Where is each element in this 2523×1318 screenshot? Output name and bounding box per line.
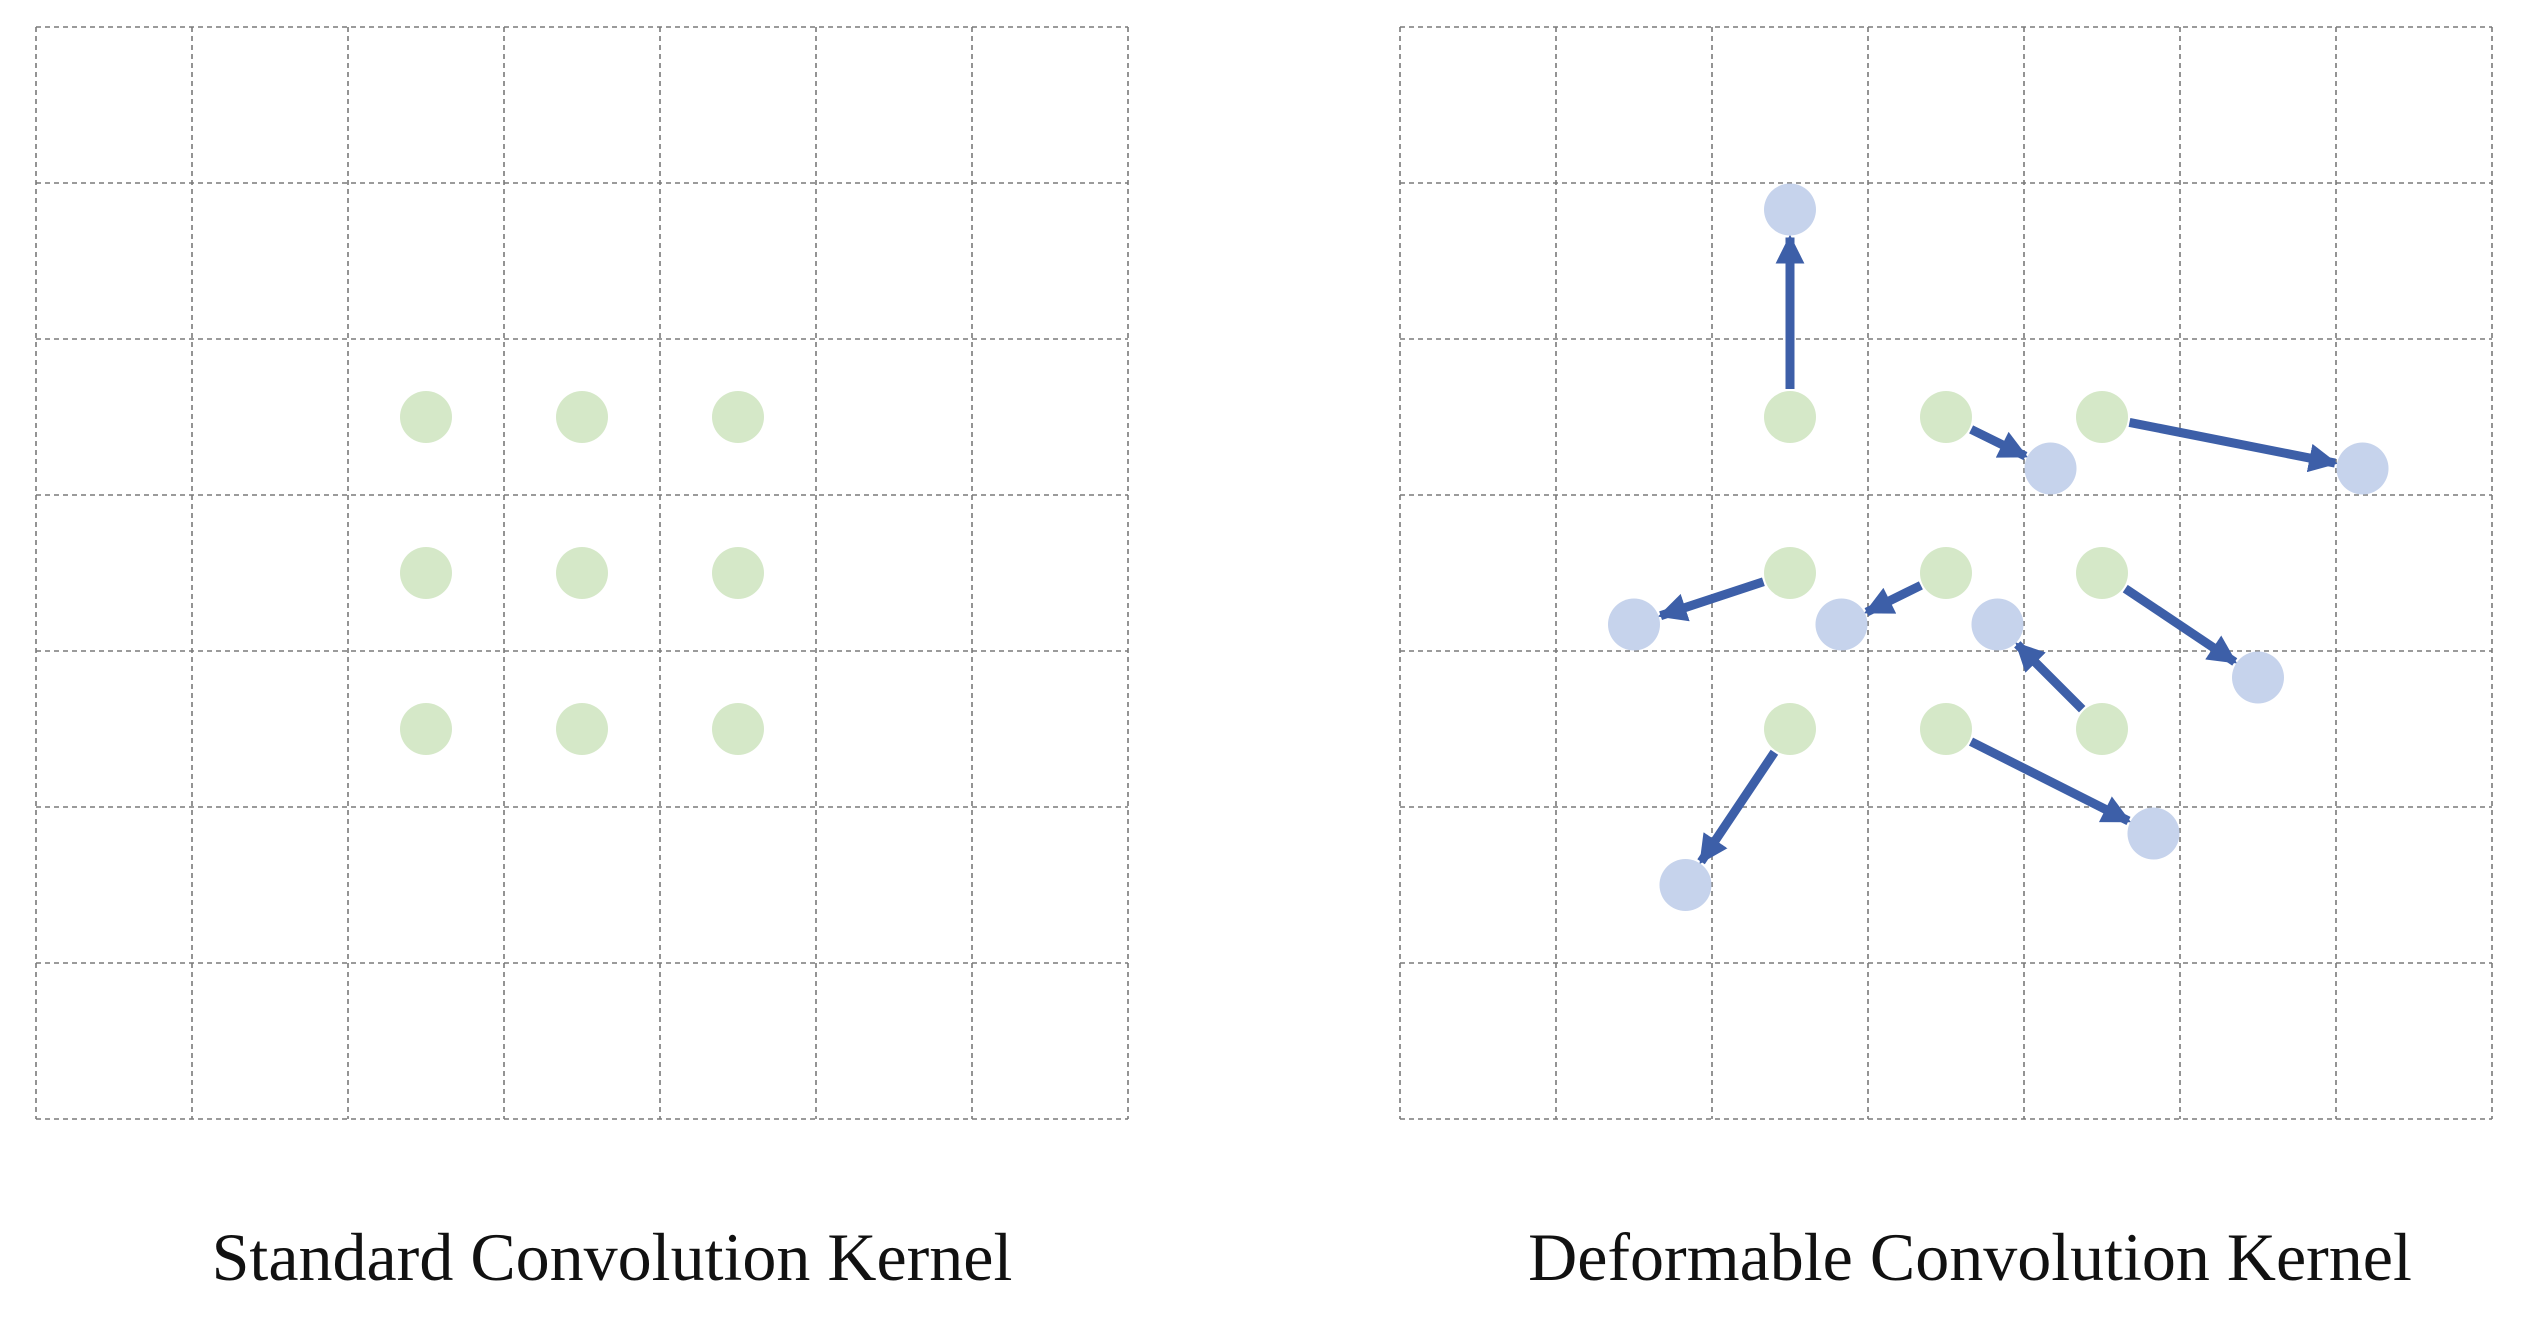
offset-arrow	[1968, 737, 2132, 825]
standard-sample-points	[400, 391, 764, 755]
deformable-kernel-caption: Deformable Convolution Kernel	[1528, 1219, 2412, 1295]
standard-grid	[35, 26, 1129, 1120]
kernel-sample-point	[2076, 547, 2128, 599]
standard-kernel-caption: Standard Convolution Kernel	[212, 1219, 1013, 1295]
kernel-sample-point	[400, 547, 452, 599]
offset-sample-point	[2024, 442, 2077, 495]
offset-sample-point	[1971, 598, 2024, 651]
kernel-sample-point	[400, 703, 452, 755]
kernel-sample-point	[712, 703, 764, 755]
offset-arrow	[1657, 577, 1765, 622]
kernel-sample-point	[712, 547, 764, 599]
kernel-sample-point	[712, 391, 764, 443]
kernel-sample-point	[1764, 547, 1816, 599]
offset-arrow	[2122, 584, 2238, 666]
offset-arrow	[2014, 641, 2086, 713]
offset-sample-point	[1659, 859, 1712, 911]
offset-sample-point	[1608, 598, 1660, 651]
offset-arrow	[1969, 425, 2028, 461]
kernel-sample-point	[2076, 391, 2128, 443]
kernel-sample-point	[556, 703, 608, 755]
deformable-kernel-panel: Deformable Convolution Kernel	[1399, 26, 2493, 1295]
offset-arrow	[1697, 749, 1779, 865]
deformable-grid	[1399, 26, 2493, 1120]
kernel-sample-point	[556, 547, 608, 599]
kernel-sample-point	[1920, 703, 1972, 755]
standard-kernel-panel: Standard Convolution Kernel	[35, 26, 1129, 1295]
offset-sample-point	[1764, 183, 1816, 236]
kernel-sample-point	[2076, 703, 2128, 755]
offset-arrow	[2128, 418, 2338, 473]
offset-arrow	[1864, 581, 1923, 617]
kernel-sample-point	[1764, 391, 1816, 443]
offset-sample-point	[1815, 598, 1868, 651]
offset-sample-point	[2336, 442, 2389, 495]
deformable-offset-arrows	[1657, 234, 2338, 865]
deformable-sample-points	[1608, 183, 2389, 911]
kernel-sample-point	[556, 391, 608, 443]
offset-sample-point	[2127, 807, 2180, 860]
kernel-sample-point	[1764, 703, 1816, 755]
kernel-sample-point	[1920, 391, 1972, 443]
kernel-sample-point	[400, 391, 452, 443]
offset-sample-point	[2232, 651, 2284, 704]
kernel-sample-point	[1920, 547, 1972, 599]
